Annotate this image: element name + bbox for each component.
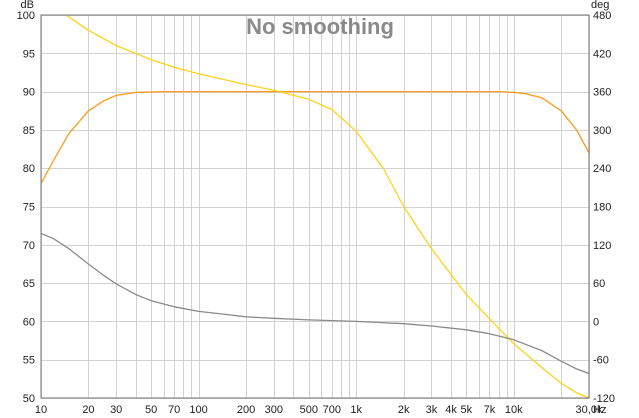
left-axis-unit: dB xyxy=(21,0,34,11)
y-right-tick-label: 0 xyxy=(593,316,599,328)
y-left-tick-label: 75 xyxy=(23,202,35,214)
x-tick-label: 10 xyxy=(35,404,47,416)
series-line xyxy=(64,15,589,398)
series-line xyxy=(41,232,589,375)
x-tick-label: 30,0k xyxy=(576,404,603,416)
x-tick-label: 1k xyxy=(350,404,362,416)
series-lines xyxy=(41,15,589,398)
plot-frame xyxy=(40,14,590,399)
x-tick-label: 4k xyxy=(445,404,457,416)
grid xyxy=(41,15,590,399)
y-right-tick-label: 120 xyxy=(593,240,611,252)
y-left-tick-label: 100 xyxy=(17,10,35,22)
y-left-tick-label: 50 xyxy=(23,393,35,405)
y-right-tick-label: 300 xyxy=(593,125,611,137)
x-tick-label: 2k xyxy=(398,404,410,416)
y-left-tick-label: 80 xyxy=(23,163,35,175)
y-right-tick-label: -60 xyxy=(593,355,609,367)
y-right-tick-label: 480 xyxy=(593,10,611,22)
y-left-tick-label: 85 xyxy=(23,125,35,137)
x-axis-unit: Hz xyxy=(593,404,606,416)
x-tick-label: 200 xyxy=(237,404,255,416)
x-tick-label: 3k xyxy=(426,404,438,416)
x-tick-label: 7k xyxy=(484,404,496,416)
y-left-tick-label: 55 xyxy=(23,355,35,367)
y-left-tick-label: 95 xyxy=(23,48,35,60)
y-left-tick-label: 65 xyxy=(23,278,35,290)
y-left-tick-label: 70 xyxy=(23,240,35,252)
series-line xyxy=(41,90,589,184)
y-right-tick-label: 420 xyxy=(593,48,611,60)
y-right-tick-label: -120 xyxy=(593,393,615,405)
x-tick-label: 70 xyxy=(168,404,180,416)
x-tick-label: 300 xyxy=(265,404,283,416)
y-right-tick-label: 240 xyxy=(593,163,611,175)
x-tick-label: 20 xyxy=(82,404,94,416)
x-tick-label: 10k xyxy=(505,404,523,416)
x-tick-label: 500 xyxy=(300,404,318,416)
right-axis-unit: deg xyxy=(591,0,609,11)
y-right-tick-label: 60 xyxy=(593,278,605,290)
chart-title: No smoothing xyxy=(246,14,394,39)
x-tick-label: 700 xyxy=(323,404,341,416)
x-tick-label: 100 xyxy=(189,404,207,416)
x-tick-label: 5k xyxy=(461,404,473,416)
y-right-tick-label: 180 xyxy=(593,202,611,214)
axis-labels: 50 55 60 65 70 75 80 85 90 95 100 -120 -60 0 60 120 180 2… xyxy=(17,10,615,416)
y-left-tick-label: 90 xyxy=(23,87,35,99)
x-tick-label: 30 xyxy=(110,404,122,416)
y-right-tick-label: 360 xyxy=(593,87,611,99)
y-left-tick-label: 60 xyxy=(23,316,35,328)
x-tick-label: 50 xyxy=(145,404,157,416)
